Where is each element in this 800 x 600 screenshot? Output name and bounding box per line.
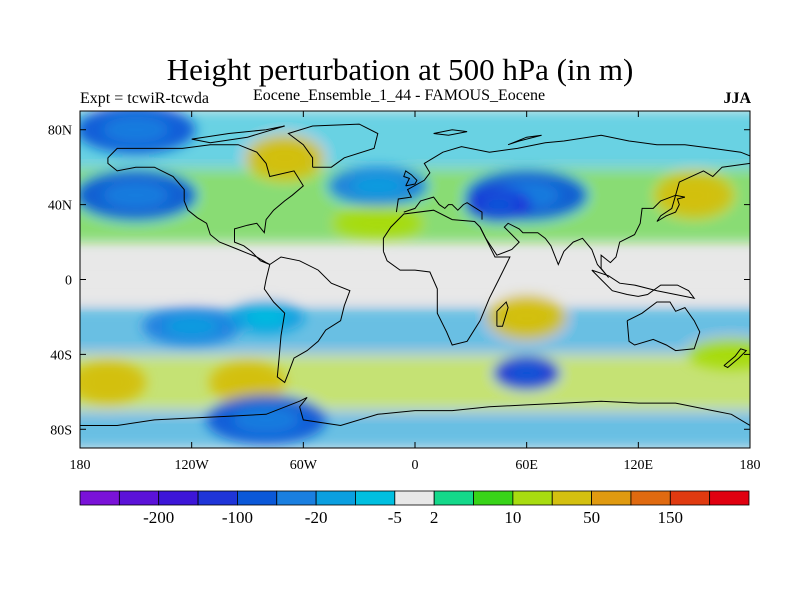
coastline	[723, 348, 748, 369]
chart-title: Height perturbation at 500 hPa (in m)	[166, 52, 634, 87]
colorbar-bin	[237, 490, 278, 506]
field-core	[508, 364, 545, 383]
coastline-layer	[80, 123, 750, 427]
x-tick-label: 180	[70, 458, 91, 473]
colorbar-bin	[591, 490, 632, 506]
x-tick-label: 180	[740, 458, 761, 473]
coastline	[403, 196, 483, 220]
map-area	[80, 111, 750, 448]
coastline	[382, 209, 511, 346]
colorbar-bin	[394, 490, 435, 506]
colorbar-bin	[158, 490, 199, 506]
field-core	[233, 406, 300, 434]
field-band	[80, 260, 750, 299]
experiment-label: Expt = tcwiR-tcwda	[80, 90, 209, 107]
y-axis: 80N 40N 0 40S 80S	[48, 124, 750, 438]
x-tick-label: 120W	[175, 458, 210, 473]
y-tick-label: 40S	[50, 348, 72, 363]
x-tick-label: 0	[412, 458, 419, 473]
coastline	[656, 194, 686, 222]
coastline	[626, 301, 701, 352]
colorbar-bin	[630, 490, 671, 506]
field-layer	[80, 111, 750, 448]
field-core	[86, 370, 129, 395]
field-core	[263, 145, 306, 170]
field-core	[226, 370, 269, 395]
colorbar-bin	[551, 490, 592, 506]
coastline	[395, 134, 750, 213]
field-core	[673, 183, 716, 208]
colorbar-bin	[315, 490, 356, 506]
x-axis: 180 120W 60W 0 60E 120E 180	[70, 111, 761, 473]
coastline	[191, 125, 285, 144]
coastline	[507, 134, 542, 146]
colorbar-bin	[709, 490, 750, 506]
field-core	[505, 304, 548, 329]
colorbar-label: 50	[583, 508, 600, 527]
y-tick-label: 80N	[48, 124, 72, 139]
colorbar-label: 2	[430, 508, 439, 527]
coastline	[107, 144, 304, 265]
coastline	[287, 123, 379, 168]
ensemble-label: Eocene_Ensemble_1_44 - FAMOUS_Eocene	[253, 87, 546, 104]
coastline	[496, 301, 509, 327]
x-tick-label: 120E	[624, 458, 654, 473]
colorbar-label: 150	[658, 508, 684, 527]
field-core	[164, 315, 219, 337]
colorbar-bin	[79, 490, 120, 506]
field-band	[80, 410, 750, 448]
colorbar: -200 -100 -20 -5 2 10 50 150	[79, 490, 750, 527]
field-core	[480, 195, 517, 214]
x-tick-label: 60E	[515, 458, 538, 473]
field-core	[350, 175, 405, 197]
y-tick-label: 80S	[50, 423, 72, 438]
field-core	[353, 214, 402, 232]
colorbar-bin	[473, 490, 514, 506]
colorbar-label: -100	[222, 508, 253, 527]
field-core	[102, 181, 169, 209]
coastline	[591, 269, 696, 299]
colorbar-label: -5	[388, 508, 402, 527]
season-label: JJA	[723, 90, 751, 107]
coastline	[433, 129, 468, 136]
colorbar-label: 10	[504, 508, 521, 527]
colorbar-bin	[433, 490, 474, 506]
y-tick-label: 0	[65, 274, 72, 289]
coastline	[80, 396, 750, 427]
field-core	[245, 307, 288, 326]
coastline	[403, 170, 418, 187]
y-tick-label: 40N	[48, 199, 72, 214]
field-core	[102, 116, 169, 144]
colorbar-bin	[276, 490, 317, 506]
field-band	[80, 354, 750, 411]
colorbar-bin	[118, 490, 160, 506]
colorbar-bin	[197, 490, 238, 506]
x-tick-label: 60W	[290, 458, 318, 473]
coastline	[479, 162, 750, 278]
coastline	[263, 256, 351, 384]
colorbar-label: -200	[143, 508, 174, 527]
colorbar-bin	[669, 490, 711, 506]
colorbar-bin	[355, 490, 396, 506]
colorbar-bin	[512, 490, 553, 506]
colorbar-label: -20	[305, 508, 328, 527]
